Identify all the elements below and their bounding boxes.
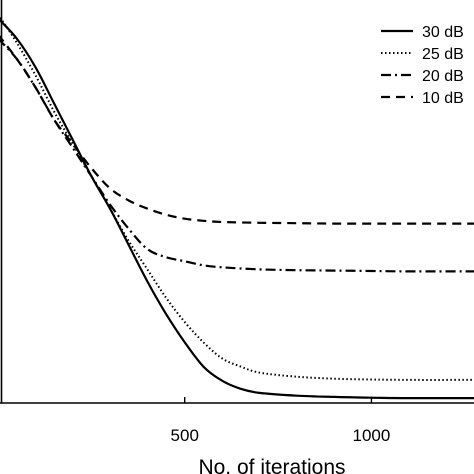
series-line-30-db (0, 18, 474, 400)
x-tick-label: 500 (171, 426, 199, 445)
x-axis-ticks: 500 1000 (171, 397, 391, 445)
plot-area (0, 0, 474, 404)
legend-label: 25 dB (422, 46, 464, 63)
x-tick-label: 1000 (353, 426, 391, 445)
legend-label: 10 dB (422, 90, 464, 107)
series-line-10-db (0, 35, 474, 225)
legend-label: 30 dB (422, 24, 464, 41)
legend: 30 dB 25 dB 20 dB 10 dB (381, 24, 464, 107)
series-line-20-db (0, 39, 474, 273)
x-axis-title: No. of iterations (198, 456, 345, 474)
series-line-25-db (0, 15, 474, 381)
legend-label: 20 dB (422, 68, 464, 85)
